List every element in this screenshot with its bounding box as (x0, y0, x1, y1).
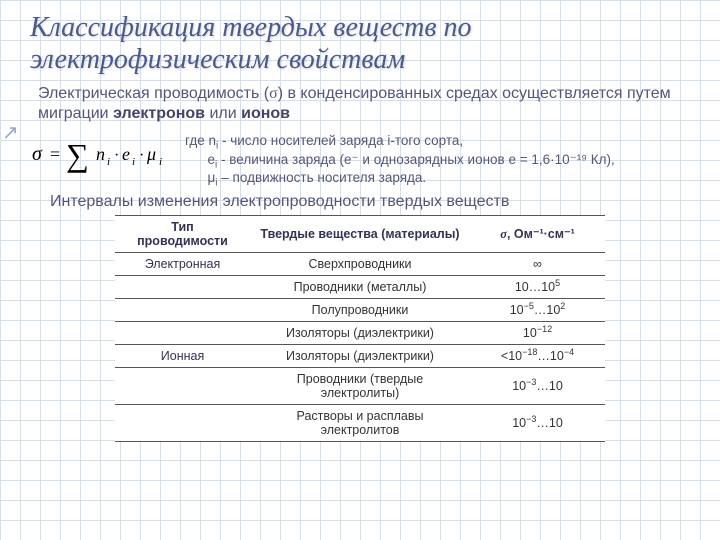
cell-type: Электронная (115, 253, 250, 276)
cell-sigma: 10−3…10 (470, 405, 605, 442)
table-row: ЭлектроннаяСверхпроводники∞ (115, 253, 605, 276)
legend-line-1: где ni - число носителей заряда i-того с… (185, 132, 615, 150)
legend-l1-rest: - число носителей заряда i-того сорта, (218, 133, 463, 148)
cell-sigma: 10…105 (470, 276, 605, 299)
svg-text:·: · (139, 147, 144, 164)
table-row: ИоннаяИзоляторы (диэлектрики)<10−18…10−4 (115, 345, 605, 368)
formula-legend: где ni - число носителей заряда i-того с… (185, 130, 615, 187)
cell-type (115, 322, 250, 345)
svg-text:·: · (114, 147, 119, 164)
cell-sigma: 10−12 (470, 322, 605, 345)
bullet-arrow-icon: ↗ (2, 120, 19, 145)
cell-material: Изоляторы (диэлектрики) (250, 322, 470, 345)
table-row: Проводники (твердые электролиты)10−3…10 (115, 368, 605, 405)
svg-text:∑: ∑ (66, 137, 89, 173)
cell-material: Проводники (твердые электролиты) (250, 368, 470, 405)
cell-material: Полупроводники (250, 299, 470, 322)
intro-paragraph: Электрическая проводимость (σ) в конденс… (38, 84, 690, 124)
slide: Классификация твердых веществ по электро… (0, 0, 720, 452)
table-row: Изоляторы (диэлектрики)10−12 (115, 322, 605, 345)
cell-material: Сверхпроводники (250, 253, 470, 276)
cell-material: Растворы и расплавы электролитов (250, 405, 470, 442)
cell-material: Проводники (металлы) (250, 276, 470, 299)
svg-text:e: e (122, 144, 130, 164)
sigma-symbol: σ (269, 85, 278, 102)
legend-where: где n (185, 133, 216, 148)
legend-l2-pre: e (208, 152, 216, 167)
para-bold-2: ионов (241, 105, 290, 122)
svg-text:i: i (159, 156, 162, 168)
th-sigma-unit: , Ом⁻¹·см⁻¹ (507, 227, 575, 241)
svg-text:=: = (50, 144, 60, 164)
formula-sigma-sum: σ = ∑ n i · e i · μ i (30, 130, 185, 176)
formula-row: σ = ∑ n i · e i · μ i где ni - число нос… (30, 130, 690, 187)
cell-type (115, 405, 250, 442)
svg-text:i: i (132, 156, 135, 168)
conductivity-table: Тип проводимости Твердые вещества (матер… (115, 215, 605, 442)
table-container: Тип проводимости Твердые вещества (матер… (30, 215, 690, 442)
table-row: Растворы и расплавы электролитов10−3…10 (115, 405, 605, 442)
page-title: Классификация твердых веществ по электро… (30, 12, 690, 76)
legend-line-3: μi – подвижность носителя заряда. (185, 169, 615, 187)
th-sigma-symbol: σ (500, 227, 507, 241)
cell-sigma: <10−18…10−4 (470, 345, 605, 368)
cell-type: Ионная (115, 345, 250, 368)
svg-text:n: n (96, 144, 105, 164)
table-header-row: Тип проводимости Твердые вещества (матер… (115, 216, 605, 253)
cell-sigma: ∞ (470, 253, 605, 276)
cell-sigma: 10−5…102 (470, 299, 605, 322)
cell-type (115, 368, 250, 405)
svg-text:σ: σ (32, 143, 43, 165)
legend-l3-rest: – подвижность носителя заряда. (218, 170, 427, 185)
para-bold-1: электронов (113, 105, 205, 122)
table-body: ЭлектроннаяСверхпроводники∞Проводники (м… (115, 253, 605, 442)
cell-sigma: 10−3…10 (470, 368, 605, 405)
cell-type (115, 299, 250, 322)
legend-line-2: ei - величина заряда (e⁻ и однозарядных … (185, 151, 615, 169)
table-subtitle: Интервалы изменения электропроводности т… (50, 193, 690, 211)
cell-material: Изоляторы (диэлектрики) (250, 345, 470, 368)
legend-l2-rest: - величина заряда (e⁻ и однозарядных ион… (217, 152, 615, 167)
th-material: Твердые вещества (материалы) (250, 216, 470, 253)
th-sigma: σ, Ом⁻¹·см⁻¹ (470, 216, 605, 253)
para-or: или (205, 105, 241, 122)
para-text-1: Электрическая проводимость ( (38, 85, 269, 102)
svg-text:i: i (107, 156, 110, 168)
svg-text:μ: μ (146, 144, 156, 164)
th-type: Тип проводимости (115, 216, 250, 253)
table-row: Проводники (металлы)10…105 (115, 276, 605, 299)
table-row: Полупроводники10−5…102 (115, 299, 605, 322)
cell-type (115, 276, 250, 299)
